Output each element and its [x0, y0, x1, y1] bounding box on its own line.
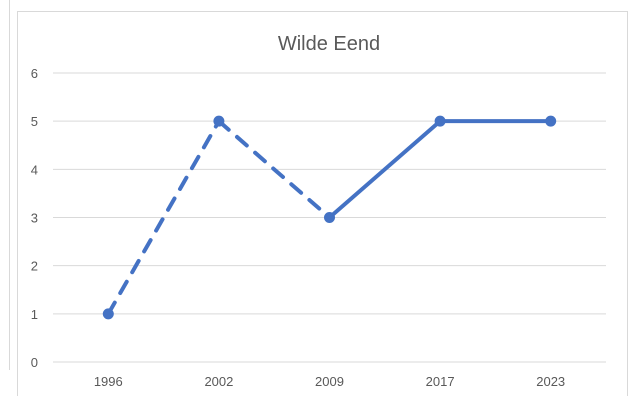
x-tick-label-2009: 2009 — [315, 374, 344, 389]
y-tick-label-3: 3 — [31, 211, 38, 226]
left-panel-edge — [0, 0, 10, 370]
y-tick-label-4: 4 — [31, 162, 38, 177]
y-tick-label-1: 1 — [31, 307, 38, 322]
y-tick-label-2: 2 — [31, 259, 38, 274]
x-tick-label-2023: 2023 — [536, 374, 565, 389]
data-point-2023 — [545, 115, 557, 127]
x-axis-labels: 1996 2002 2009 2017 2023 — [94, 374, 565, 389]
data-point-1996 — [102, 308, 114, 320]
y-tick-label-0: 0 — [31, 355, 38, 370]
x-tick-label-2002: 2002 — [204, 374, 233, 389]
data-point-2009 — [324, 212, 335, 223]
chart-title: Wilde Eend — [278, 33, 380, 55]
grid-layer — [53, 72, 606, 363]
series-0-segment-1 — [216, 119, 332, 220]
y-axis-labels: 0 1 2 3 4 5 6 — [31, 66, 38, 370]
y-tick-label-5: 5 — [31, 114, 38, 129]
series-0-segment-2 — [327, 119, 443, 220]
chart-frame — [17, 11, 628, 396]
series-0-segment-0 — [106, 119, 221, 316]
series-layer — [106, 119, 553, 316]
data-point-2002 — [213, 115, 225, 127]
point-layer — [102, 115, 557, 320]
data-point-2017 — [434, 115, 446, 127]
x-tick-label-2017: 2017 — [426, 374, 455, 389]
y-tick-label-6: 6 — [31, 66, 38, 81]
x-tick-label-1996: 1996 — [94, 374, 123, 389]
